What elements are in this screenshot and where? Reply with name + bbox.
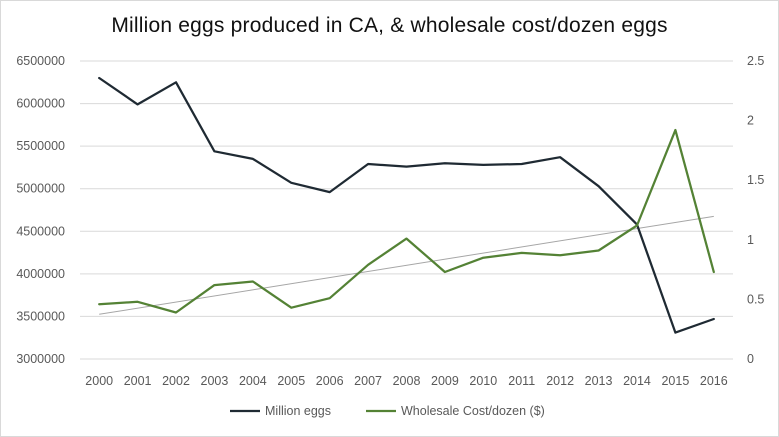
legend-label-wholesale-cost: Wholesale Cost/dozen ($) — [401, 404, 545, 418]
x-tick-label: 2009 — [431, 374, 459, 388]
x-tick-label: 2016 — [700, 374, 728, 388]
left-tick-label: 3500000 — [16, 309, 65, 323]
x-tick-label: 2001 — [124, 374, 152, 388]
trendline — [99, 215, 714, 315]
legend-label-million-eggs: Million eggs — [265, 404, 331, 418]
left-tick-label: 3000000 — [16, 352, 65, 366]
left-tick-label: 6500000 — [16, 54, 65, 68]
right-axis-ticks: 0 0.5 1 1.5 2 2.5 — [747, 54, 764, 366]
million-eggs-line — [98, 76, 715, 334]
x-tick-label: 2008 — [393, 374, 421, 388]
x-tick-label: 2012 — [546, 374, 574, 388]
left-tick-label: 4500000 — [16, 224, 65, 238]
right-tick-label: 0 — [747, 352, 754, 366]
series-lines — [98, 76, 715, 334]
trendline-group — [99, 215, 714, 315]
right-tick-label: 0.5 — [747, 292, 764, 306]
x-tick-label: 2013 — [585, 374, 613, 388]
x-tick-label: 2003 — [201, 374, 229, 388]
gridlines — [80, 60, 733, 360]
right-tick-label: 2 — [747, 114, 754, 128]
left-axis-ticks: 3000000 3500000 4000000 4500000 5000000 55000… — [16, 54, 65, 366]
x-tick-label: 2002 — [162, 374, 190, 388]
legend: Million eggs Wholesale Cost/dozen ($) — [230, 404, 545, 418]
chart-title: Million eggs produced in CA, & wholesale… — [111, 14, 668, 37]
x-tick-label: 2014 — [623, 374, 651, 388]
x-tick-label: 2011 — [508, 374, 535, 388]
x-tick-label: 2004 — [239, 374, 267, 388]
x-axis-ticks: 2000 2001 2002 2003 2004 2005 2006 2007 2008 2009… — [85, 374, 727, 388]
x-tick-label: 2000 — [85, 374, 113, 388]
left-tick-label: 4000000 — [16, 267, 65, 281]
right-tick-label: 1.5 — [747, 173, 764, 187]
x-tick-label: 2015 — [661, 374, 689, 388]
x-tick-label: 2005 — [277, 374, 305, 388]
left-tick-label: 5500000 — [16, 139, 65, 153]
left-tick-label: 6000000 — [16, 97, 65, 111]
left-tick-label: 5000000 — [16, 182, 65, 196]
x-tick-label: 2006 — [316, 374, 344, 388]
x-tick-label: 2007 — [354, 374, 382, 388]
right-tick-label: 1 — [747, 233, 754, 247]
x-tick-label: 2010 — [469, 374, 497, 388]
wholesale-cost-line — [98, 128, 715, 314]
right-tick-label: 2.5 — [747, 54, 764, 68]
